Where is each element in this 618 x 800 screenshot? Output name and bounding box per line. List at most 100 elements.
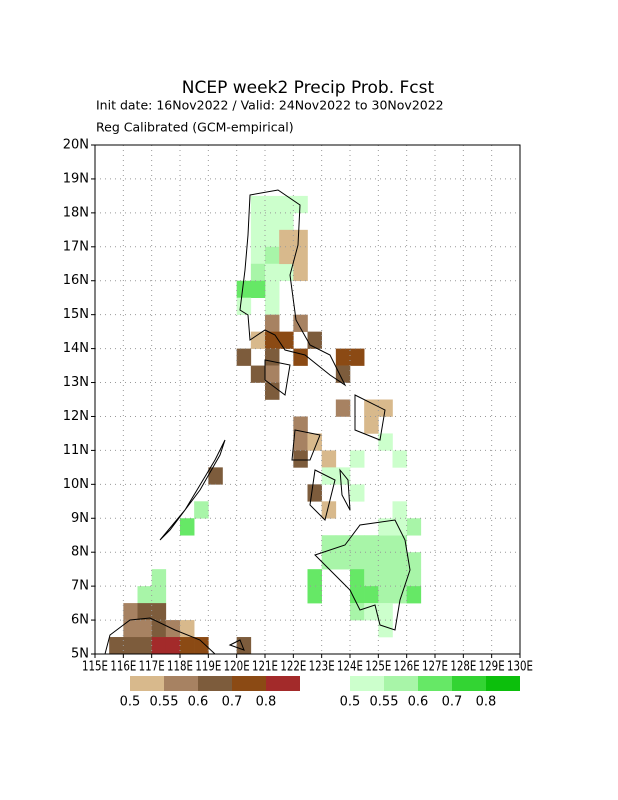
prob-cell — [335, 365, 351, 383]
prob-cell — [307, 586, 322, 604]
prob-cell — [137, 620, 152, 638]
prob-cell — [151, 637, 167, 655]
prob-cell — [265, 297, 280, 315]
prob-cell — [151, 603, 167, 621]
prob-cell — [392, 450, 407, 468]
coastline — [314, 519, 411, 631]
x-tick-label: 130E — [507, 660, 533, 675]
prob-cell — [364, 399, 379, 417]
prob-cell — [279, 263, 294, 282]
y-tick-label: 15N — [63, 307, 89, 322]
prob-cell — [293, 263, 308, 282]
legend-swatch — [232, 676, 266, 691]
plot-frame — [94, 144, 521, 655]
coastline — [104, 617, 216, 655]
y-tick-label: 10N — [63, 477, 89, 492]
prob-cell — [208, 467, 223, 485]
prob-cell — [236, 280, 252, 298]
init-line: Init date: 16Nov2022 / Valid: 24Nov2022 … — [96, 98, 444, 113]
legend-swatch — [350, 676, 384, 691]
prob-cell — [265, 314, 280, 332]
prob-cell — [321, 552, 337, 570]
x-tick-label: 119E — [195, 660, 221, 675]
legend-label: 0.5 — [340, 695, 361, 710]
prob-cell — [123, 620, 138, 638]
prob-cell — [307, 484, 322, 502]
x-tick-label: 125E — [365, 660, 391, 675]
prob-cell — [250, 365, 266, 383]
prob-cell — [364, 586, 379, 604]
prob-cell — [250, 229, 266, 248]
prob-cell — [137, 586, 152, 604]
prob-cell — [279, 246, 294, 265]
coastline — [291, 429, 321, 461]
prob-cell — [180, 637, 195, 655]
prob-cell — [307, 569, 322, 587]
prob-cell — [123, 637, 138, 655]
x-tick-label: 123E — [309, 660, 335, 675]
prob-cell — [194, 637, 209, 655]
coastline — [228, 639, 245, 651]
y-tick-label: 19N — [63, 171, 89, 186]
legend-swatch — [198, 676, 232, 691]
prob-cell — [293, 450, 308, 468]
prob-cell — [378, 620, 393, 638]
prob-cell — [180, 518, 195, 536]
coastline — [309, 469, 336, 521]
prob-cell — [151, 569, 167, 587]
prob-cell — [279, 331, 294, 349]
prob-cell — [335, 552, 351, 570]
prob-cell — [137, 603, 152, 621]
x-tick-label: 120E — [224, 660, 250, 675]
y-tick-label: 20N — [63, 138, 89, 153]
prob-cell — [392, 518, 407, 536]
legend-label: 0.8 — [476, 695, 497, 710]
prob-cell — [392, 501, 407, 519]
x-tick-label: 124E — [337, 660, 363, 675]
prob-cell — [236, 637, 252, 655]
prob-cell — [350, 603, 365, 621]
prob-cell — [307, 331, 322, 349]
cells — [109, 195, 422, 655]
y-tick-label: 8N — [71, 545, 89, 560]
coastline — [339, 468, 351, 511]
prob-cell — [378, 399, 393, 417]
legend-swatch — [486, 676, 520, 691]
legend-label: 0.6 — [408, 695, 429, 710]
prob-cell — [293, 348, 308, 366]
prob-cell — [378, 518, 393, 536]
grid: 115E 116E 117E 118E 119E 120E 121E 122E 123E 124E… — [63, 138, 533, 675]
prob-cell — [378, 552, 393, 570]
prob-cell — [151, 586, 167, 604]
title: NCEP week2 Precip Prob. Fcst — [182, 78, 435, 98]
legend-label: 0.7 — [442, 695, 463, 710]
prob-cell — [350, 569, 365, 587]
prob-cell — [350, 552, 365, 570]
prob-cell — [265, 331, 280, 349]
y-tick-label: 13N — [63, 375, 89, 390]
prob-cell — [265, 246, 280, 265]
y-tick-label: 16N — [63, 273, 89, 288]
y-tick-label: 14N — [63, 341, 89, 356]
x-tick-label: 117E — [139, 660, 165, 675]
prob-cell — [265, 365, 280, 383]
prob-cell — [265, 229, 280, 248]
prob-cell — [250, 331, 266, 349]
prob-cell — [378, 433, 393, 451]
prob-cell — [279, 212, 294, 231]
y-tick-label: 6N — [71, 613, 89, 628]
prob-cell — [364, 416, 379, 434]
prob-cell — [250, 246, 266, 265]
legend-label: 0.5 — [120, 695, 141, 710]
x-tick-label: 121E — [252, 660, 278, 675]
y-tick-label: 17N — [63, 239, 89, 254]
legend-swatch — [266, 676, 300, 691]
coastline — [354, 394, 386, 441]
prob-cell — [350, 484, 365, 502]
prob-cell — [335, 348, 351, 366]
prob-cell — [250, 195, 266, 214]
legend: 0.5 0.55 0.6 0.7 0.8 0.5 0.55 0.6 0.7 0.8 — [120, 676, 520, 710]
prob-cell — [194, 501, 209, 519]
prob-cell — [293, 195, 308, 214]
prob-cell — [265, 212, 280, 231]
